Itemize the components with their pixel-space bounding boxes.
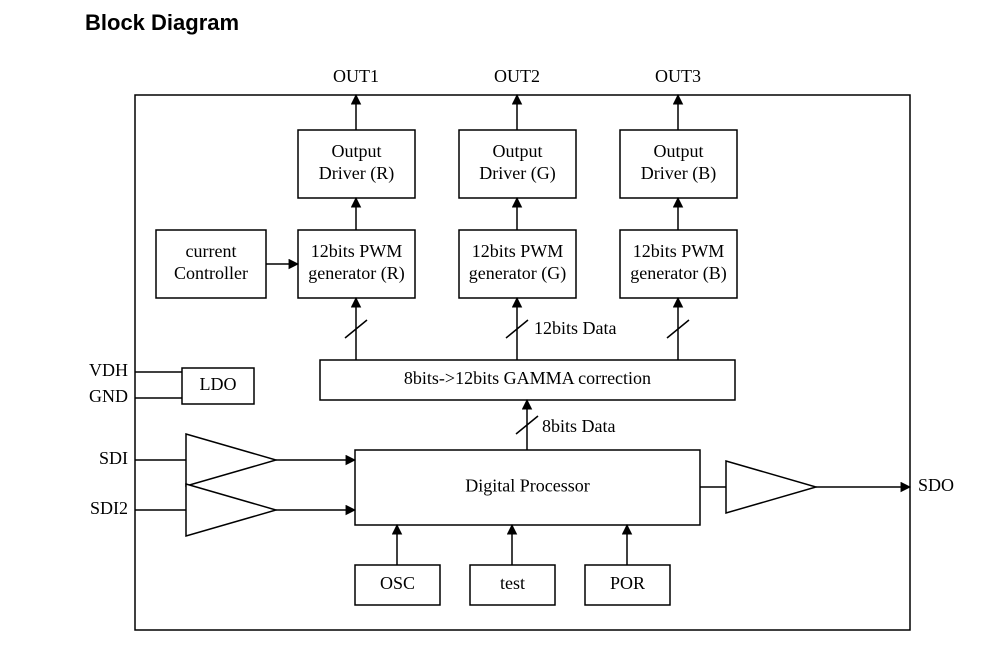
pin-gnd-label: GND xyxy=(89,386,128,406)
block-osc-label-0: OSC xyxy=(380,573,415,593)
digital-to-gamma-label: 8bits Data xyxy=(542,416,616,436)
block-pwm_g-label-1: generator (G) xyxy=(469,263,566,284)
block-pwm_r-label-1: generator (R) xyxy=(308,263,404,284)
block-test-label-0: test xyxy=(500,573,525,593)
pin-out3-label: OUT3 xyxy=(655,66,701,86)
block-pwm_g-label-0: 12bits PWM xyxy=(472,241,564,261)
block-por-label-0: POR xyxy=(610,573,645,593)
block-out_driver_r-label-0: Output xyxy=(331,141,381,161)
pin-sdi2-label: SDI2 xyxy=(90,498,128,518)
block-out_driver_g-label-1: Driver (G) xyxy=(479,163,555,184)
block-ldo-label-0: LDO xyxy=(200,374,237,394)
block-out_driver_b-label-0: Output xyxy=(653,141,703,161)
pin-sdo-label: SDO xyxy=(918,475,954,495)
block-gamma-label-0: 8bits->12bits GAMMA correction xyxy=(404,368,651,388)
pin-out2-label: OUT2 xyxy=(494,66,540,86)
gamma-to-pwm-g-label: 12bits Data xyxy=(534,318,617,338)
block-pwm_r-label-0: 12bits PWM xyxy=(311,241,403,261)
block-digital-label-0: Digital Processor xyxy=(465,476,589,496)
block-current_ctrl-label-0: current xyxy=(186,241,237,261)
block-out_driver_r-label-1: Driver (R) xyxy=(319,163,394,184)
pin-out1-label: OUT1 xyxy=(333,66,379,86)
pin-sdi-label: SDI xyxy=(99,448,128,468)
block-pwm_b-label-1: generator (B) xyxy=(630,263,726,284)
block-pwm_b-label-0: 12bits PWM xyxy=(633,241,725,261)
block-out_driver_b-label-1: Driver (B) xyxy=(641,163,716,184)
block-out_driver_g-label-0: Output xyxy=(492,141,542,161)
diagram-title: Block Diagram xyxy=(85,10,239,35)
canvas-bg xyxy=(0,0,1000,652)
block-current_ctrl-label-1: Controller xyxy=(174,263,248,283)
pin-vdh-label: VDH xyxy=(89,360,128,380)
